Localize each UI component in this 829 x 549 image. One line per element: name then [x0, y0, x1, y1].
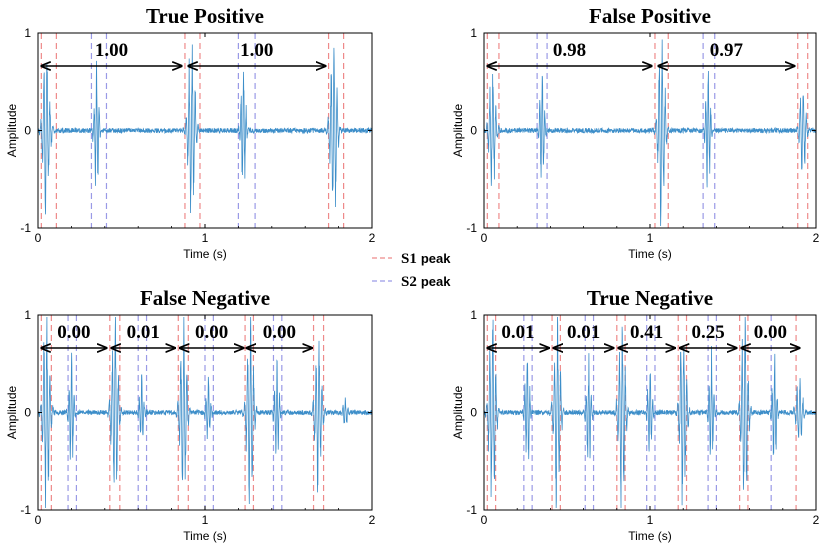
- interval-label: 0.01: [127, 322, 160, 343]
- interval-label: 0.97: [710, 40, 744, 61]
- x-tick-label: 2: [813, 231, 820, 245]
- interval-label: 1.00: [240, 40, 273, 61]
- interval-label: 0.00: [263, 322, 296, 343]
- panel-false-positive: False Positive 0 1 2 -1 0 1 Time (s) Amplitude 0.…: [451, 4, 820, 261]
- y-axis-label: Amplitude: [451, 386, 465, 440]
- y-tick-label: 1: [470, 308, 477, 322]
- x-tick-label: 1: [202, 231, 209, 245]
- y-tick-label: -1: [466, 503, 477, 517]
- y-axis-label: Amplitude: [451, 104, 465, 158]
- interval-label: 0.41: [630, 322, 663, 343]
- panel-true-negative: True Negative 0 1 2 -1 0 1 Time (s) Amplitude 0.0…: [451, 286, 820, 543]
- panel-true-positive: True Positive 0 1 2 -1 0 1 Time (s) Amplitude 1.0…: [5, 4, 376, 261]
- x-tick-label: 0: [35, 513, 42, 527]
- interval-label: 1.00: [95, 40, 128, 61]
- x-tick-label: 2: [813, 513, 820, 527]
- x-tick-label: 0: [481, 231, 488, 245]
- signal-trace: [483, 39, 817, 227]
- signal-trace: [37, 44, 373, 215]
- y-tick-label: 0: [470, 406, 477, 420]
- x-tick-label: 1: [647, 513, 654, 527]
- interval-label: 0.00: [754, 322, 787, 343]
- interval-label: 0.25: [691, 322, 724, 343]
- y-tick-label: 1: [470, 26, 477, 40]
- y-tick-label: -1: [466, 221, 477, 235]
- y-axis-label: Amplitude: [5, 386, 19, 440]
- y-tick-label: 1: [24, 26, 31, 40]
- chart-title: False Positive: [589, 4, 711, 28]
- x-tick-label: 0: [481, 513, 488, 527]
- y-axis-label: Amplitude: [5, 104, 19, 158]
- y-tick-label: -1: [20, 221, 31, 235]
- x-tick-label: 0: [35, 231, 42, 245]
- x-axis-label: Time (s): [628, 247, 672, 261]
- signal-trace: [483, 316, 817, 509]
- interval-label: 0.00: [57, 322, 90, 343]
- x-tick-label: 2: [369, 231, 376, 245]
- legend-s1-label: S1 peak: [401, 251, 451, 267]
- y-tick-label: 0: [24, 124, 31, 138]
- interval-label: 0.98: [553, 40, 586, 61]
- legend-s2-label: S2 peak: [401, 274, 451, 290]
- signal-trace: [37, 316, 373, 509]
- chart-title: True Positive: [146, 4, 264, 28]
- x-tick-label: 2: [369, 513, 376, 527]
- interval-label: 0.00: [195, 322, 228, 343]
- interval-label: 0.01: [567, 322, 600, 343]
- y-tick-label: 0: [24, 406, 31, 420]
- interval-label: 0.01: [501, 322, 534, 343]
- x-tick-label: 1: [202, 513, 209, 527]
- legend: S1 peak S2 peak: [372, 251, 451, 290]
- x-axis-label: Time (s): [183, 529, 227, 543]
- x-axis-label: Time (s): [628, 529, 672, 543]
- panel-false-negative: False Negative 0 1 2 -1 0 1 Time (s) Amplitude 0.…: [5, 286, 376, 543]
- y-tick-label: -1: [20, 503, 31, 517]
- x-tick-label: 1: [647, 231, 654, 245]
- y-tick-label: 1: [24, 308, 31, 322]
- x-axis-label: Time (s): [183, 247, 227, 261]
- y-tick-label: 0: [470, 124, 477, 138]
- chart-title: False Negative: [140, 286, 270, 310]
- chart-title: True Negative: [587, 286, 713, 310]
